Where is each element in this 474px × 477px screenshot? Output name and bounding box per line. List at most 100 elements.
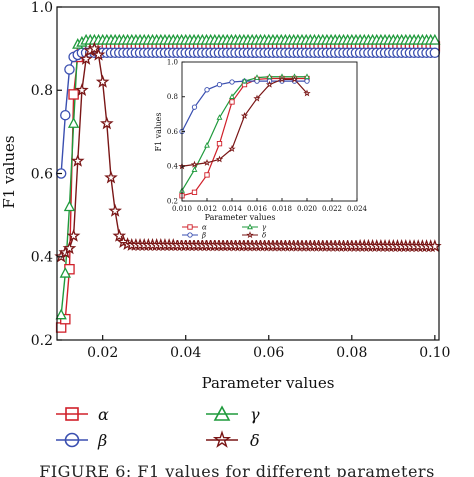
- inset-legend-item-alpha: α: [182, 224, 207, 232]
- inset-x-tick-label: 0.014: [222, 205, 243, 213]
- main-y-tick-label: 0.8: [31, 83, 53, 99]
- main-point-delta: [104, 170, 118, 184]
- main-point-alpha: [68, 89, 79, 100]
- main-point-delta: [66, 228, 81, 242]
- main-point-beta: [64, 64, 75, 75]
- legend-label-gamma: γ: [250, 405, 260, 424]
- inset-point-beta: [216, 81, 223, 88]
- inset-x-axis-title: Parameter values: [205, 213, 276, 222]
- inset-point-delta: [228, 145, 236, 152]
- inset-x-tick-label: 0.016: [247, 205, 268, 213]
- inset-point-gamma: [254, 74, 260, 80]
- inset-y-tick-label: 0.4: [167, 163, 179, 171]
- main-point-delta: [95, 74, 110, 88]
- main-y-tick-label: 0.6: [31, 166, 53, 182]
- inset-legend-label-beta: β: [201, 232, 206, 240]
- inset-x-tick-label: 0.010: [172, 205, 192, 213]
- inset-point-delta: [290, 75, 299, 83]
- inset-point-delta: [253, 94, 261, 102]
- main-x-tick-label: 0.04: [170, 345, 201, 361]
- legend-marker-alpha: [65, 407, 79, 421]
- inset-x-tick-label: 0.020: [297, 205, 317, 213]
- inset-legend-label-delta: δ: [262, 232, 266, 240]
- inset-point-alpha: [204, 172, 210, 178]
- legend-marker-gamma: [213, 405, 231, 421]
- inset-point-beta: [204, 87, 210, 93]
- legend-marker-beta: [64, 432, 80, 448]
- main-point-delta: [91, 47, 106, 61]
- x-axis-title: Parameter values: [202, 374, 335, 392]
- inset-point-delta: [240, 112, 249, 119]
- inset-point-gamma: [191, 166, 198, 172]
- main-point-beta: [60, 109, 71, 121]
- main-point-delta: [62, 241, 77, 255]
- inset-legend-marker-gamma: [247, 223, 253, 230]
- inset-series-markers-delta: [178, 75, 311, 170]
- inset-x-tick-label: 0.018: [272, 205, 292, 213]
- inset-x-tick-label: 0.022: [322, 205, 342, 213]
- inset-point-delta: [215, 155, 224, 163]
- main-point-gamma: [59, 266, 71, 278]
- inset-legend-marker-delta: [246, 231, 254, 239]
- inset-point-gamma: [241, 77, 248, 84]
- main-point-delta: [100, 116, 114, 130]
- main-y-tick-label: 0.4: [31, 250, 53, 266]
- y-axis-title: F1 values: [0, 135, 18, 208]
- inset-y-tick-label: 0.2: [167, 197, 178, 205]
- main-point-delta: [108, 203, 122, 217]
- figure-caption: FIGURE 6: F1 values for different parame…: [0, 460, 474, 477]
- legend-label-beta: β: [97, 431, 107, 450]
- legend-label-alpha: α: [98, 405, 109, 424]
- inset-point-delta: [303, 89, 311, 97]
- inset-legend-item-beta: β: [182, 232, 206, 240]
- legend-item-delta: δ: [206, 430, 260, 450]
- main-x-tick-label: 0.08: [336, 345, 367, 361]
- inset-y-tick-label: 0.8: [167, 93, 178, 101]
- main-point-delta: [75, 83, 89, 97]
- main-point-gamma: [55, 308, 67, 320]
- main-series-markers-delta: [54, 41, 442, 263]
- legend-marker-delta: [212, 430, 232, 448]
- main-y-tick-label: 0.2: [31, 333, 53, 349]
- main-series-markers-gamma: [55, 33, 441, 320]
- inset-point-gamma: [204, 142, 210, 148]
- inset-legend-label-alpha: α: [202, 224, 207, 232]
- legend-item-beta: β: [56, 431, 107, 450]
- main-point-gamma: [63, 200, 76, 212]
- inset-point-delta: [265, 80, 274, 88]
- inset-x-tick-label: 0.012: [197, 205, 217, 213]
- main-point-gamma: [67, 117, 80, 128]
- main-point-delta: [79, 51, 93, 65]
- inset-point-alpha: [229, 99, 235, 105]
- inset-point-alpha: [191, 189, 198, 195]
- main-y-tick-label: 1.0: [31, 0, 53, 16]
- inset-legend-marker-alpha: [187, 224, 193, 230]
- figure-caption-text: FIGURE 6: F1 values for different parame…: [39, 462, 435, 477]
- inset-point-delta: [203, 158, 211, 166]
- inset-x-tick-label: 0.024: [347, 205, 368, 213]
- main-x-tick-label: 0.06: [253, 345, 284, 361]
- legend: α γ β δ: [56, 405, 260, 450]
- inset-legend-item-gamma: γ: [242, 224, 267, 232]
- inset-point-gamma: [216, 114, 223, 120]
- inset-legend-item-delta: δ: [242, 231, 266, 240]
- main-x-tick-label: 0.10: [419, 345, 450, 361]
- inset-y-tick-label: 0.6: [167, 128, 179, 136]
- inset-point-beta: [229, 79, 235, 85]
- main-point-delta: [70, 153, 85, 167]
- legend-label-delta: δ: [250, 431, 260, 450]
- inset-point-gamma: [304, 73, 310, 79]
- main-chart: F1 values Parameter values 0.02 0.04 0.06 0…: [0, 0, 450, 392]
- inset-y-axis-title: F1 values: [154, 112, 163, 151]
- legend-item-gamma: γ: [206, 405, 260, 424]
- inset-legend-marker-beta: [187, 232, 193, 238]
- inset-point-gamma: [266, 73, 273, 79]
- main-point-gamma: [429, 33, 441, 45]
- inset-point-beta: [191, 104, 198, 110]
- inset-legend-label-gamma: γ: [262, 224, 267, 232]
- main-x-tick-label: 0.02: [87, 345, 118, 361]
- legend-item-alpha: α: [56, 405, 109, 424]
- main-point-beta: [429, 47, 441, 59]
- main-point-delta: [112, 228, 127, 242]
- inset-point-delta: [190, 160, 199, 168]
